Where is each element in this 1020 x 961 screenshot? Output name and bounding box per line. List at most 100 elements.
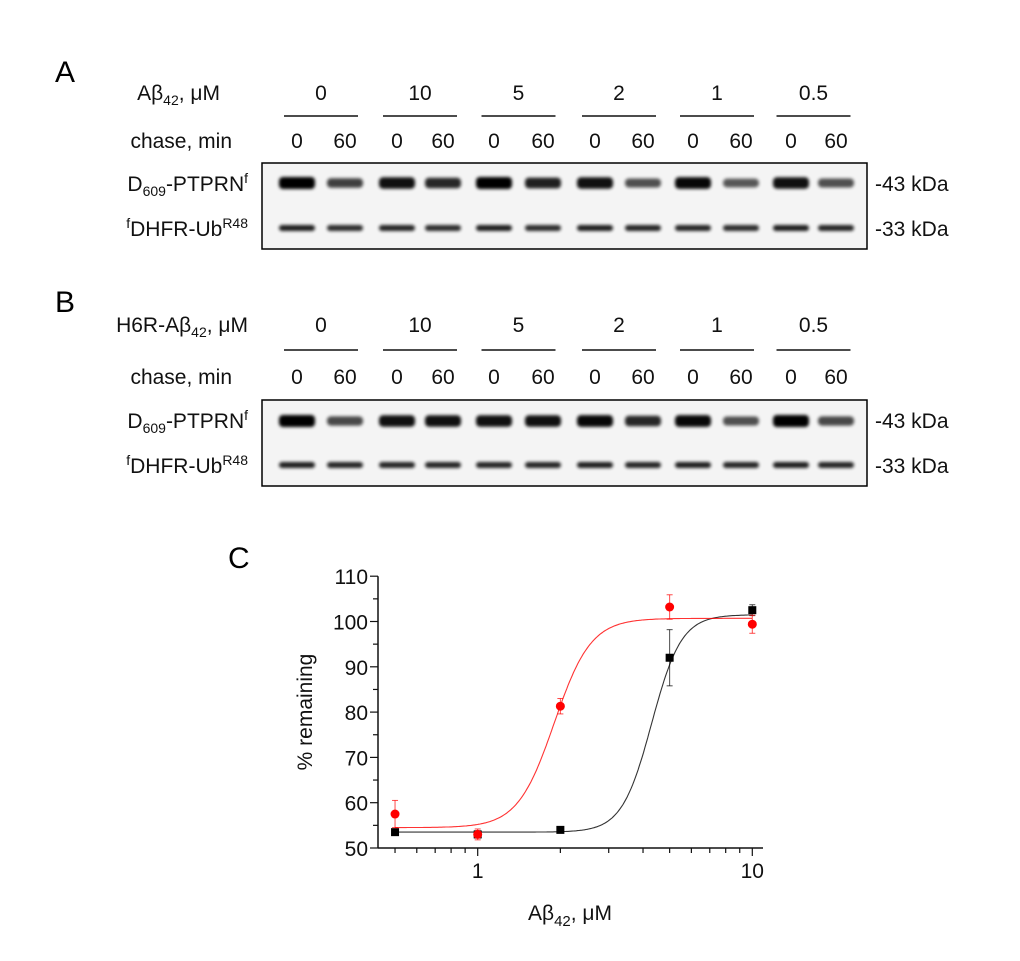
chase-time-label: 60 — [824, 130, 847, 153]
band-43kda — [279, 415, 315, 427]
band-43kda — [818, 416, 854, 426]
band-33kda — [525, 462, 561, 468]
x-tick-label: 10 — [741, 860, 764, 883]
concentration-label: 1 — [711, 82, 723, 105]
chase-time-label: 60 — [631, 366, 654, 389]
chase-time-label: 60 — [531, 366, 554, 389]
blot-frame — [261, 162, 868, 250]
mw-33-label: -33 kDa — [875, 455, 949, 478]
treatment-label: H6R-Aβ42, μM — [116, 314, 248, 340]
band-43kda — [425, 415, 461, 427]
band-33kda — [625, 225, 661, 231]
mw-43-label: -43 kDa — [875, 410, 949, 433]
band-33kda — [327, 225, 363, 231]
band-43kda — [818, 178, 854, 188]
chase-time-label: 0 — [687, 130, 699, 153]
chase-time-label: 60 — [631, 130, 654, 153]
fit-curve — [395, 614, 752, 833]
y-axis-label: % remaining — [294, 654, 317, 771]
concentration-label: 10 — [408, 314, 431, 337]
band-33kda — [476, 225, 512, 231]
panel-letter-c: C — [228, 542, 250, 575]
band-33kda — [476, 462, 512, 468]
band-43kda — [773, 415, 809, 427]
chase-time-label: 0 — [291, 130, 303, 153]
data-point-square — [391, 828, 400, 837]
y-tick-label: 80 — [345, 702, 368, 725]
chase-time-label: 0 — [785, 130, 797, 153]
concentration-label: 2 — [613, 82, 625, 105]
band-33kda — [625, 462, 661, 468]
chase-label: chase, min — [130, 366, 232, 389]
y-tick-label: 70 — [345, 747, 368, 770]
mw-33-label: -33 kDa — [875, 218, 949, 241]
chase-time-label: 60 — [729, 366, 752, 389]
panel-letter-a: A — [55, 56, 75, 89]
band-33kda — [327, 462, 363, 468]
band-43kda — [625, 415, 661, 427]
concentration-label: 0 — [315, 314, 327, 337]
concentration-label: 5 — [513, 82, 525, 105]
concentration-label: 0.5 — [799, 82, 828, 105]
band-43kda — [625, 178, 661, 188]
data-point-circle — [390, 809, 400, 819]
chase-time-label: 0 — [589, 130, 601, 153]
data-point-square — [665, 653, 674, 662]
chase-time-label: 0 — [785, 366, 797, 389]
chase-time-label: 0 — [391, 130, 403, 153]
data-point-circle — [747, 619, 757, 629]
y-tick-label: 110 — [335, 566, 368, 589]
band-43kda — [425, 177, 461, 189]
panel-c-chart: C % remaining Aβ42, μM 50607080901001101… — [228, 542, 764, 930]
concentration-label: 1 — [711, 314, 723, 337]
band-43kda — [379, 415, 415, 427]
band-43kda — [773, 177, 809, 189]
band-33kda — [675, 225, 711, 231]
concentration-label: 10 — [408, 82, 431, 105]
band-43kda — [723, 178, 759, 188]
band-33kda — [379, 225, 415, 231]
band-43kda — [525, 415, 561, 427]
blot-frame — [261, 399, 868, 487]
band-43kda — [577, 415, 613, 427]
band-43kda — [577, 177, 613, 189]
band-33kda — [773, 225, 809, 231]
band-33kda — [279, 225, 315, 231]
data-point-square — [748, 606, 757, 615]
y-tick-label: 90 — [345, 657, 368, 680]
chase-time-label: 60 — [729, 130, 752, 153]
data-point-circle — [555, 701, 565, 711]
band-43kda — [279, 177, 315, 189]
treatment-label: Aβ42, μM — [137, 82, 220, 108]
band-33kda — [773, 462, 809, 468]
band-43kda — [379, 177, 415, 189]
chase-time-label: 60 — [531, 130, 554, 153]
y-tick-label: 50 — [345, 838, 368, 861]
band-43kda — [327, 178, 363, 188]
mw-43-label: -43 kDa — [875, 173, 949, 196]
band-43kda — [675, 177, 711, 189]
chase-time-label: 0 — [488, 366, 500, 389]
band-33kda — [425, 225, 461, 231]
concentration-label: 5 — [513, 314, 525, 337]
data-point-square — [556, 825, 565, 834]
band-33kda — [818, 225, 854, 231]
band-33kda — [279, 462, 315, 468]
concentration-label: 2 — [613, 314, 625, 337]
chase-time-label: 0 — [488, 130, 500, 153]
panel-b-blot: B H6R-Aβ42, μM chase, min D609-PTPRNf fD… — [55, 286, 949, 487]
band-43kda — [525, 177, 561, 189]
y-tick-label: 100 — [333, 612, 368, 635]
concentration-label: 0.5 — [799, 314, 828, 337]
band-33kda — [425, 462, 461, 468]
chase-time-label: 60 — [431, 366, 454, 389]
band1-label: D609-PTPRNf — [127, 170, 248, 199]
band-43kda — [675, 415, 711, 427]
band-33kda — [525, 225, 561, 231]
band1-label: D609-PTPRNf — [127, 407, 248, 436]
x-tick-label: 1 — [472, 860, 484, 883]
band-33kda — [379, 462, 415, 468]
concentration-label: 0 — [315, 82, 327, 105]
band-33kda — [577, 225, 613, 231]
